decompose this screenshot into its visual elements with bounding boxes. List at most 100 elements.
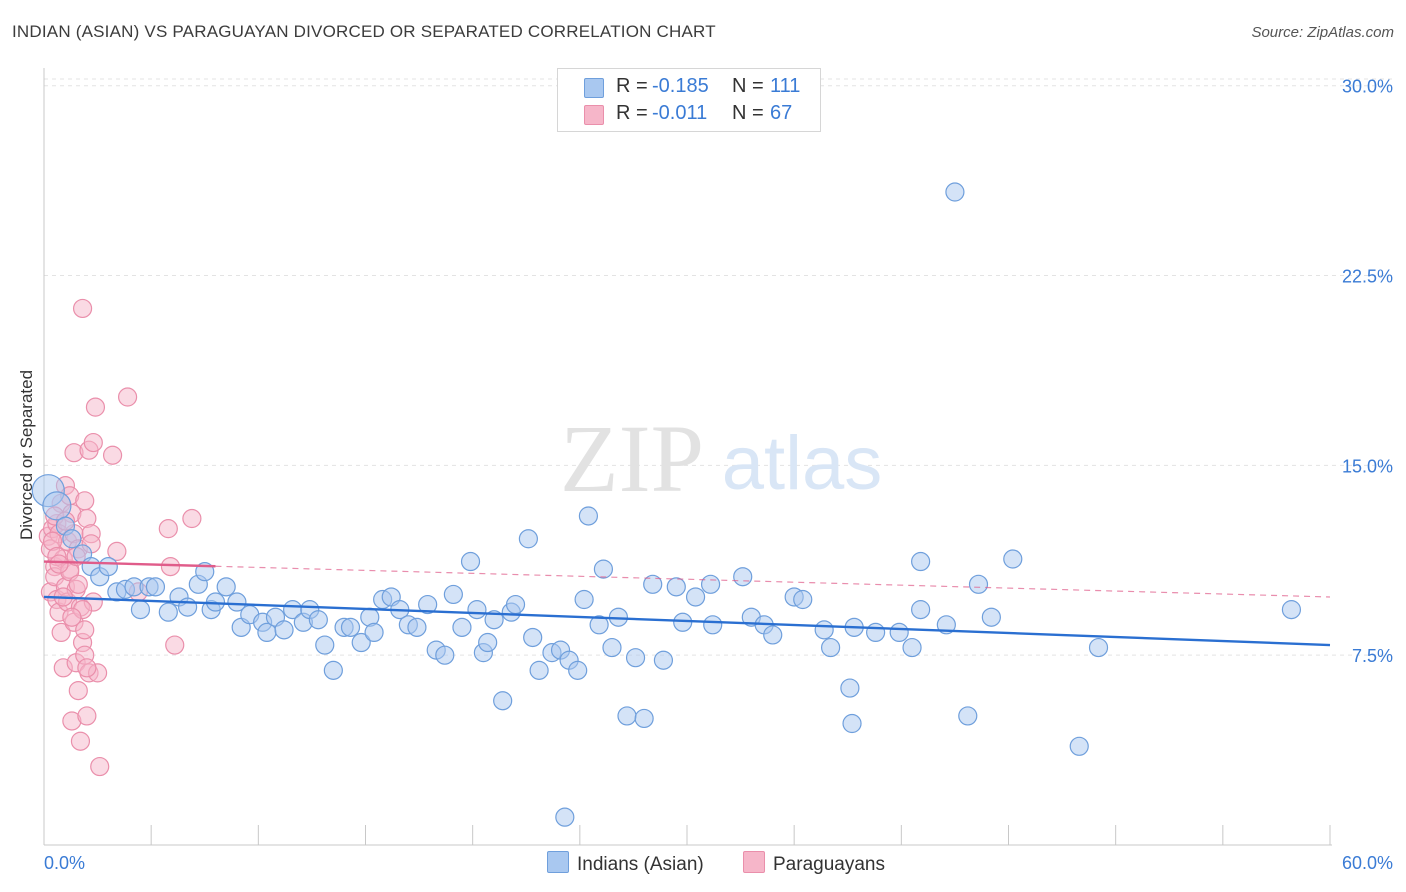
legend-r-value: -0.185 (652, 75, 709, 97)
legend-r-value: -0.011 (652, 102, 708, 124)
indian-asian-point (216, 577, 236, 597)
indian-asian-point (593, 559, 614, 579)
y-tick-label: 15.0% (1342, 456, 1393, 476)
correlation-legend: R = -0.185 N = 111 R = -0.011 N = 67 (557, 68, 821, 132)
source-label: Source: ZipAtlas.com (1251, 24, 1394, 41)
indian-asian-point (145, 577, 166, 597)
legend-swatch-pink (584, 105, 604, 125)
x-tick-label: 60.0% (1342, 853, 1393, 873)
y-tick-label: 22.5% (1342, 267, 1393, 287)
indian-asian-point (435, 645, 455, 665)
indian-asian-point (602, 637, 622, 658)
paraguayan-point (68, 574, 88, 594)
indian-asian-point (574, 589, 594, 610)
paraguayan-point (75, 491, 95, 511)
indian-asian-point (467, 600, 487, 620)
legend-n-value: 111 (770, 75, 801, 97)
paraguayan-point (51, 622, 71, 643)
paraguayan-point (160, 556, 181, 577)
paraguayan-point (107, 541, 127, 562)
indian-asian-point (911, 600, 931, 620)
watermark-zip: ZIP (560, 405, 704, 512)
indian-asian-point (578, 506, 599, 526)
indian-asian-point (685, 587, 706, 607)
paraguayan-point (77, 658, 97, 678)
indian-asian-point (493, 691, 513, 711)
indian-asian-point (1088, 637, 1109, 658)
indian-asian-point (617, 706, 637, 726)
indian-asian-point (653, 650, 674, 670)
legend-r-label: R = (616, 75, 648, 97)
indian-asian-point (460, 551, 481, 572)
indian-asian-point (793, 589, 813, 610)
indian-asian-point (666, 577, 686, 597)
paraguayan-point (102, 445, 123, 465)
bottom-legend-swatch-pink (743, 851, 765, 873)
bottom-legend-swatch-blue (547, 851, 569, 873)
indian-asian-point (178, 597, 198, 617)
indian-asian-point (936, 615, 956, 635)
paraguayan-point (165, 635, 185, 655)
paraguayan-point (182, 508, 202, 529)
indian-asian-point (1281, 600, 1302, 620)
indian-asian-point (814, 620, 834, 640)
indian-asian-point (902, 637, 922, 658)
indian-asian-point (958, 706, 978, 726)
tick-labels: 7.5% 15.0% 22.5% 30.0% 0.0% 60.0% (44, 77, 1393, 873)
y-tick-label: 7.5% (1352, 646, 1393, 666)
indian-asian-point (703, 615, 723, 635)
paraguayans-trend-line-extension (215, 565, 1331, 598)
indian-asian-point (308, 610, 328, 630)
paraguayan-point (68, 681, 88, 701)
indian-asian-point (452, 617, 472, 637)
indian-asian-point (700, 574, 721, 594)
legend-swatch-blue (584, 78, 604, 98)
indian-asian-point (98, 556, 118, 577)
y-tick-label: 30.0% (1342, 77, 1393, 97)
indian-asian-point (840, 678, 860, 698)
indian-asian-point (625, 648, 646, 668)
indian-asian-point (866, 622, 886, 643)
watermark-atlas: atlas (722, 421, 883, 506)
indian-asian-point (763, 625, 783, 645)
indian-asian-point (443, 584, 463, 605)
indian-asian-point (42, 491, 72, 521)
indian-asian-point (968, 574, 989, 594)
indian-asian-point (643, 574, 663, 594)
indians-trend-line (43, 595, 1331, 647)
indian-asian-point (981, 607, 1001, 627)
indian-asian-point (518, 529, 538, 549)
bottom-legend-label: Indians (Asian) (577, 854, 704, 875)
indian-asian-point (911, 551, 931, 572)
watermark: ZIP atlas (560, 405, 882, 512)
indian-asian-point (842, 713, 862, 734)
indian-asian-point (821, 637, 841, 658)
paraguayan-point (158, 519, 178, 539)
bottom-legend-label: Paraguayans (773, 854, 885, 875)
indian-asian-point (130, 600, 151, 620)
legend-n-label: N = (732, 75, 764, 97)
paraguayan-point (75, 620, 95, 640)
indian-asian-point (589, 615, 609, 635)
indian-asian-point (634, 708, 654, 729)
indian-asian-point (555, 807, 575, 827)
y-axis-label: Divorced or Separated (17, 369, 36, 541)
indian-asian-point (484, 610, 504, 630)
paraguayan-point (90, 756, 110, 777)
paraguayan-point (85, 397, 106, 417)
indian-asian-point (529, 660, 549, 680)
indian-asian-point (523, 627, 543, 648)
indian-asian-point (340, 617, 361, 637)
paraguayans-points (38, 298, 202, 777)
bottom-legend-indians: Indians (Asian) (547, 851, 704, 877)
paraguayan-point (62, 607, 82, 627)
x-tick-label: 0.0% (44, 853, 85, 873)
paraguayan-point (117, 387, 138, 407)
trend-lines (43, 560, 1331, 647)
indian-asian-point (1003, 549, 1023, 569)
indian-asian-point (733, 567, 753, 587)
axes (43, 68, 1332, 846)
paraguayan-point (83, 432, 103, 453)
indian-asian-point (407, 617, 427, 637)
